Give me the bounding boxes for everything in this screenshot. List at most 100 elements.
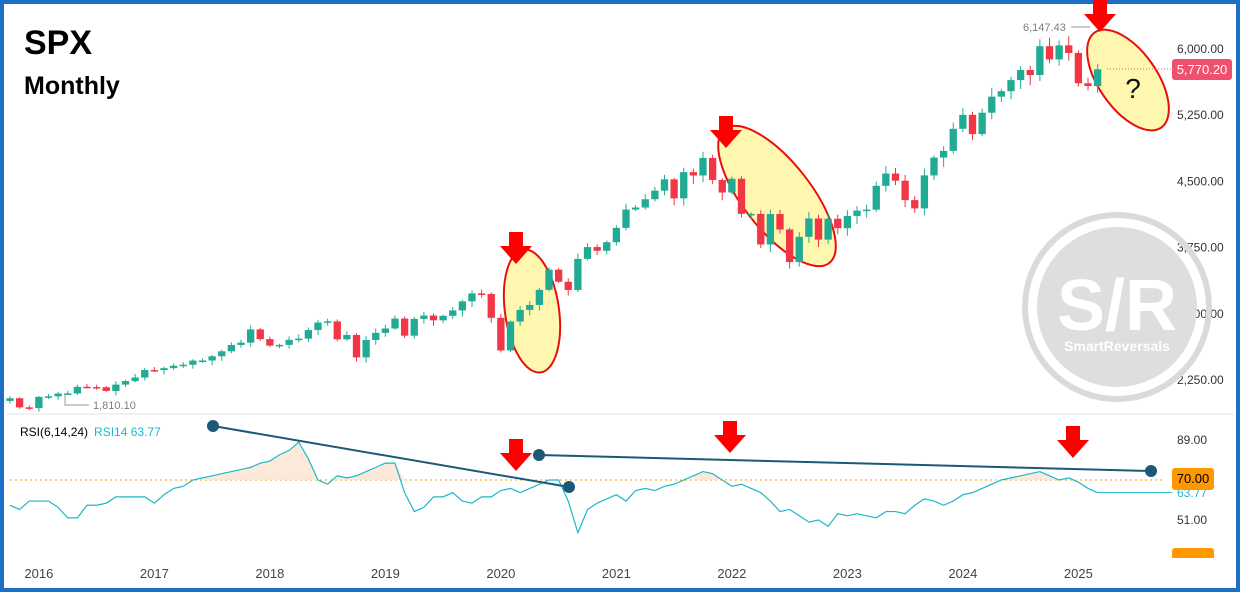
x-axis-tick: 2018 [255,566,284,581]
chart-title: SPX [24,24,93,62]
candle-body [612,227,621,243]
candle-body [391,318,399,329]
candle-body [574,258,582,290]
candle-body [1055,45,1063,60]
candle-body [747,213,755,216]
candle-body [169,365,178,369]
candle-body [920,175,929,209]
candle-body [737,178,746,214]
candle-body [333,321,341,340]
candle-body [449,310,457,316]
candle-body [622,209,630,228]
candle-body [708,157,717,180]
candle-body [939,150,948,158]
rsi-line [9,441,1098,535]
candle-body [564,281,572,290]
rsi-overbought-badge: 70.00 [1172,468,1214,490]
candle-body [6,398,14,401]
rsi-trendline-2-start [533,449,545,461]
high-label: 6,147.43 [1023,22,1066,34]
candle-body [949,128,957,151]
candle-body [526,304,534,310]
candle-body [843,215,852,229]
candle-body [603,242,611,251]
candle-body [362,339,370,358]
candle-body [805,218,813,237]
x-axis-tick: 2022 [717,566,746,581]
candle-body [400,318,409,336]
x-axis-tick: 2025 [1064,566,1093,581]
candle-body [497,317,505,351]
candle-body [295,338,303,341]
rsi-axis-tick: 51.00 [1177,513,1207,527]
candle-body [891,173,900,181]
watermark-circle-inner [1037,227,1197,387]
candle-body [121,381,130,385]
candle-body [198,360,207,362]
candle-body [323,321,332,323]
candle-body [959,114,967,129]
candle-body [651,190,659,200]
rsi-trendline-1-end [563,481,575,493]
candle-body [641,199,649,208]
candle-body [997,91,1006,97]
candle-body [1016,70,1025,81]
candle-body [1026,70,1034,76]
candle-body [853,210,861,216]
candle-body [699,157,707,176]
arrow-2025-rsi [1057,426,1089,458]
candle-body [593,247,601,251]
price-axis-tick: 6,000.00 [1177,42,1224,56]
candle-body [131,377,139,382]
candle-body [1036,46,1044,76]
candle-body [477,293,486,295]
candle-body [237,342,245,345]
candle-body [25,407,33,409]
candle-body [15,398,24,408]
candle-body [631,207,640,210]
candle-body [410,318,418,336]
highlight-ellipse-2025 [1086,28,1170,132]
arrow-2020-price [500,232,532,264]
candle-body [73,386,82,394]
candle-body [304,330,313,339]
candle-body [776,214,784,230]
candle-body [516,309,524,322]
candle-body [179,364,187,367]
x-axis-tick: 2024 [948,566,977,581]
candle-body [160,368,168,371]
highlight-ellipse-2020 [502,248,562,374]
arrow-2022-price [710,116,742,148]
candle-body [795,236,803,263]
x-axis-tick: 2016 [24,566,53,581]
candle-body [911,200,919,209]
candle-body [343,334,351,340]
candle-body [150,370,159,372]
x-axis-tick: 2019 [371,566,400,581]
rsi-lower-badge [1172,548,1214,558]
candle-body [439,315,447,321]
candle-body [44,396,53,398]
candle-body [901,180,909,201]
price-axis-tick: 2,250.00 [1177,373,1224,387]
candle-body [468,293,476,302]
rsi-indicator-name: RSI(6,14,24) [20,425,89,439]
candle-body [83,386,91,389]
candle-body [757,213,765,245]
watermark-text: S/R [1057,266,1177,346]
rsi-overbought-fill [202,442,1079,480]
rsi-trendline-2 [538,454,1152,472]
candle-body [35,396,43,409]
candle-body [227,344,236,352]
candle-body [246,329,255,343]
candle-body [834,218,842,229]
candle-body [554,269,563,282]
candle-body [660,179,669,191]
candle-body [352,334,361,358]
candle-body [420,315,428,319]
candle-body [285,339,293,345]
candle-body [372,332,380,340]
candle-body [381,328,390,333]
candle-body [458,301,467,311]
